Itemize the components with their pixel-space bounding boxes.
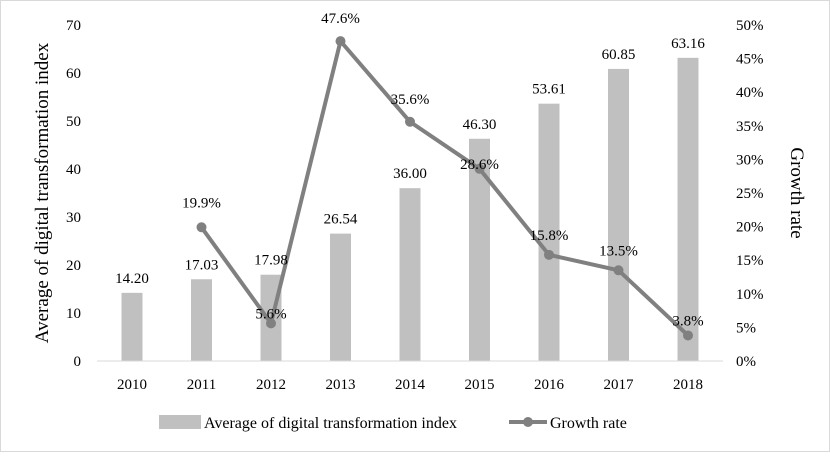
y2-tick-label: 0% — [736, 354, 756, 370]
x-tick-label: 2013 — [326, 377, 356, 393]
y-tick-label: 50 — [66, 114, 81, 130]
y2-tick-label: 40% — [736, 85, 764, 101]
x-tick-label: 2016 — [534, 377, 565, 393]
line-data-label: 19.9% — [182, 195, 221, 211]
bar-data-label: 53.61 — [532, 82, 566, 98]
y2-tick-label: 5% — [736, 320, 756, 336]
line-marker — [196, 222, 207, 233]
bar-data-label: 36.00 — [393, 166, 427, 182]
line-data-label: 47.6% — [321, 11, 360, 27]
legend-bar-label: Average of digital transformation index — [204, 415, 457, 432]
line-data-label: 28.6% — [460, 157, 499, 173]
bar — [677, 57, 699, 361]
x-tick-label: 2011 — [187, 377, 216, 393]
bar — [469, 138, 490, 361]
y2-tick-label: 35% — [736, 119, 764, 135]
y2-tick-label: 45% — [736, 52, 764, 68]
y-tick-label: 0 — [74, 354, 82, 370]
x-tick-label: 2010 — [117, 377, 147, 393]
y-tick-label: 60 — [66, 66, 81, 82]
line-marker — [544, 249, 554, 260]
y-tick-label: 10 — [66, 306, 81, 322]
line-marker — [683, 330, 693, 341]
y2-tick-label: 50% — [736, 18, 764, 34]
bar-data-label: 46.30 — [463, 117, 497, 133]
legend-bar-swatch — [159, 415, 201, 429]
bar-data-label: 17.98 — [254, 253, 288, 269]
bar — [121, 292, 143, 361]
y2-axis-title: Growth rate — [786, 147, 807, 238]
y-axis-title: Average of digital transformation index — [32, 42, 53, 343]
y-tick-label: 40 — [66, 162, 81, 178]
line-marker — [335, 36, 346, 47]
line-marker — [266, 318, 276, 329]
bar-data-label: 60.85 — [602, 47, 636, 63]
line-data-label: 35.6% — [391, 92, 430, 108]
y-tick-label: 20 — [66, 258, 81, 274]
line-marker — [613, 265, 624, 276]
bar — [330, 233, 351, 361]
bar-data-label: 17.03 — [185, 257, 219, 273]
line-marker — [474, 163, 485, 174]
x-tick-label: 2018 — [673, 377, 703, 393]
line-data-label: 15.8% — [530, 228, 569, 244]
bar-data-label: 63.16 — [671, 36, 705, 52]
line-data-label: 5.6% — [255, 306, 286, 322]
line-marker — [405, 116, 415, 127]
x-tick-label: 2014 — [395, 377, 426, 393]
line-data-label: 13.5% — [599, 243, 638, 259]
bar — [191, 279, 212, 361]
legend-line-marker — [523, 417, 533, 427]
y-tick-label: 30 — [66, 210, 81, 226]
growth-rate-line — [199, 39, 690, 337]
x-tick-label: 2015 — [465, 377, 495, 393]
line-data-label: 3.8% — [672, 313, 703, 329]
bar — [608, 68, 629, 362]
y2-tick-label: 15% — [736, 253, 764, 269]
x-tick-label: 2012 — [256, 377, 286, 393]
y2-tick-label: 25% — [736, 186, 764, 202]
y-tick-label: 70 — [66, 18, 81, 34]
bar — [538, 103, 560, 361]
bar-data-label: 14.20 — [115, 271, 149, 287]
legend-line-label: Growth rate — [550, 415, 627, 432]
x-tick-label: 2017 — [604, 377, 635, 393]
y2-tick-label: 20% — [736, 220, 764, 236]
y2-tick-label: 30% — [736, 152, 764, 168]
y2-tick-label: 10% — [736, 287, 764, 303]
bar-data-label: 26.54 — [324, 212, 358, 228]
bar — [399, 188, 421, 361]
